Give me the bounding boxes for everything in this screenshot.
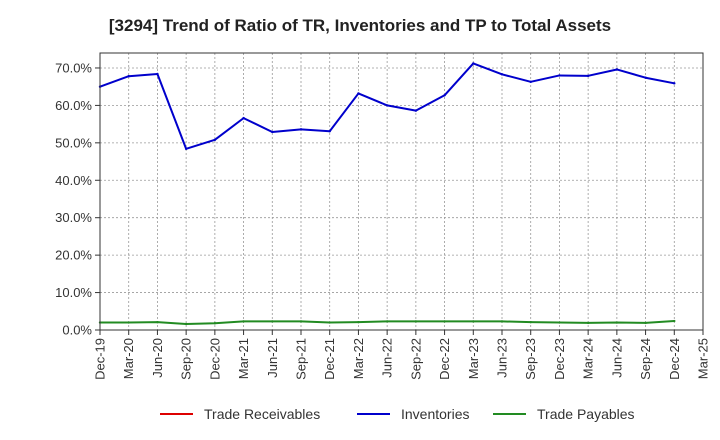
x-tick-label: Jun-21 bbox=[265, 338, 280, 378]
y-tick-label: 30.0% bbox=[55, 210, 92, 225]
data-point bbox=[213, 322, 217, 325]
x-tick-label: Jun-24 bbox=[609, 338, 624, 378]
data-point bbox=[385, 320, 389, 323]
data-point bbox=[299, 320, 303, 323]
data-point bbox=[357, 92, 360, 95]
data-point bbox=[414, 109, 418, 112]
data-point bbox=[156, 320, 159, 324]
x-tick-label: Mar-24 bbox=[581, 338, 596, 379]
data-point bbox=[127, 321, 130, 324]
data-point bbox=[472, 62, 475, 65]
data-point bbox=[673, 319, 676, 323]
data-point bbox=[500, 320, 504, 323]
data-point bbox=[357, 320, 360, 324]
x-tick-label: Dec-20 bbox=[207, 338, 222, 380]
data-point bbox=[644, 321, 647, 325]
y-tick-label: 20.0% bbox=[55, 248, 92, 263]
data-point bbox=[328, 321, 331, 324]
data-point bbox=[529, 320, 532, 324]
data-point bbox=[472, 320, 475, 323]
y-tick-label: 40.0% bbox=[55, 173, 92, 188]
x-tick-label: Dec-21 bbox=[322, 338, 337, 380]
data-point bbox=[213, 138, 217, 142]
y-tick-label: 70.0% bbox=[55, 60, 92, 75]
data-point bbox=[127, 75, 130, 78]
x-tick-label: Mar-22 bbox=[351, 338, 366, 379]
data-point bbox=[328, 130, 331, 133]
x-tick-label: Jun-20 bbox=[150, 338, 165, 378]
y-axis-ticks: 0.0% 10.0% 20.0% 30.0% 40.0% 50.0% 60.0% 70.0% bbox=[55, 60, 100, 338]
y-tick-label: 0.0% bbox=[62, 323, 92, 338]
x-tick-label: Dec-22 bbox=[437, 338, 452, 380]
data-point bbox=[242, 320, 245, 323]
data-point bbox=[558, 321, 561, 324]
data-point bbox=[271, 130, 274, 134]
plot-frame bbox=[99, 52, 704, 331]
y-tick-label: 50.0% bbox=[55, 135, 92, 150]
data-point bbox=[443, 320, 446, 323]
data-point bbox=[500, 73, 504, 76]
data-point bbox=[156, 72, 159, 76]
y-tick-label: 10.0% bbox=[55, 285, 92, 300]
x-tick-label: Mar-20 bbox=[121, 338, 136, 379]
data-point bbox=[673, 82, 676, 85]
data-point bbox=[242, 116, 245, 120]
data-point bbox=[644, 76, 647, 79]
legend-label: Inventories bbox=[401, 406, 469, 422]
series-lines bbox=[98, 62, 676, 326]
x-tick-label: Dec-24 bbox=[667, 338, 682, 380]
data-point bbox=[184, 147, 188, 151]
x-tick-label: Jun-23 bbox=[495, 338, 510, 378]
x-axis-ticks: Dec-19 Mar-20 Jun-20 Sep-20 Dec-20 Mar-21 Jun-… bbox=[93, 330, 711, 380]
data-point bbox=[385, 104, 389, 107]
x-tick-label: Sep-21 bbox=[294, 338, 309, 380]
data-point bbox=[529, 80, 532, 84]
data-point bbox=[586, 321, 590, 325]
data-point bbox=[443, 94, 446, 97]
grid-lines bbox=[99, 53, 704, 331]
data-point bbox=[558, 74, 561, 77]
data-point bbox=[586, 74, 590, 78]
data-point bbox=[414, 320, 418, 323]
y-tick-label: 60.0% bbox=[55, 98, 92, 113]
chart-title: [3294] Trend of Ratio of TR, Inventories… bbox=[109, 16, 611, 35]
x-tick-label: Mar-21 bbox=[236, 338, 251, 379]
x-tick-label: Sep-22 bbox=[408, 338, 423, 380]
data-point bbox=[615, 68, 619, 71]
legend-label: Trade Receivables bbox=[204, 406, 320, 422]
x-tick-label: Mar-25 bbox=[696, 338, 711, 379]
x-tick-label: Dec-19 bbox=[93, 338, 108, 380]
data-point bbox=[615, 321, 619, 324]
x-tick-label: Sep-20 bbox=[179, 338, 194, 380]
x-tick-label: Dec-23 bbox=[552, 338, 567, 380]
x-tick-label: Mar-23 bbox=[466, 338, 481, 379]
x-tick-label: Sep-24 bbox=[638, 338, 653, 380]
x-tick-label: Jun-22 bbox=[380, 338, 395, 378]
data-point bbox=[299, 128, 303, 131]
x-tick-label: Sep-23 bbox=[523, 338, 538, 380]
data-point bbox=[184, 322, 188, 326]
legend: Trade Receivables Inventories Trade Payabl… bbox=[160, 406, 635, 422]
legend-label: Trade Payables bbox=[537, 406, 635, 422]
data-point bbox=[271, 320, 274, 323]
